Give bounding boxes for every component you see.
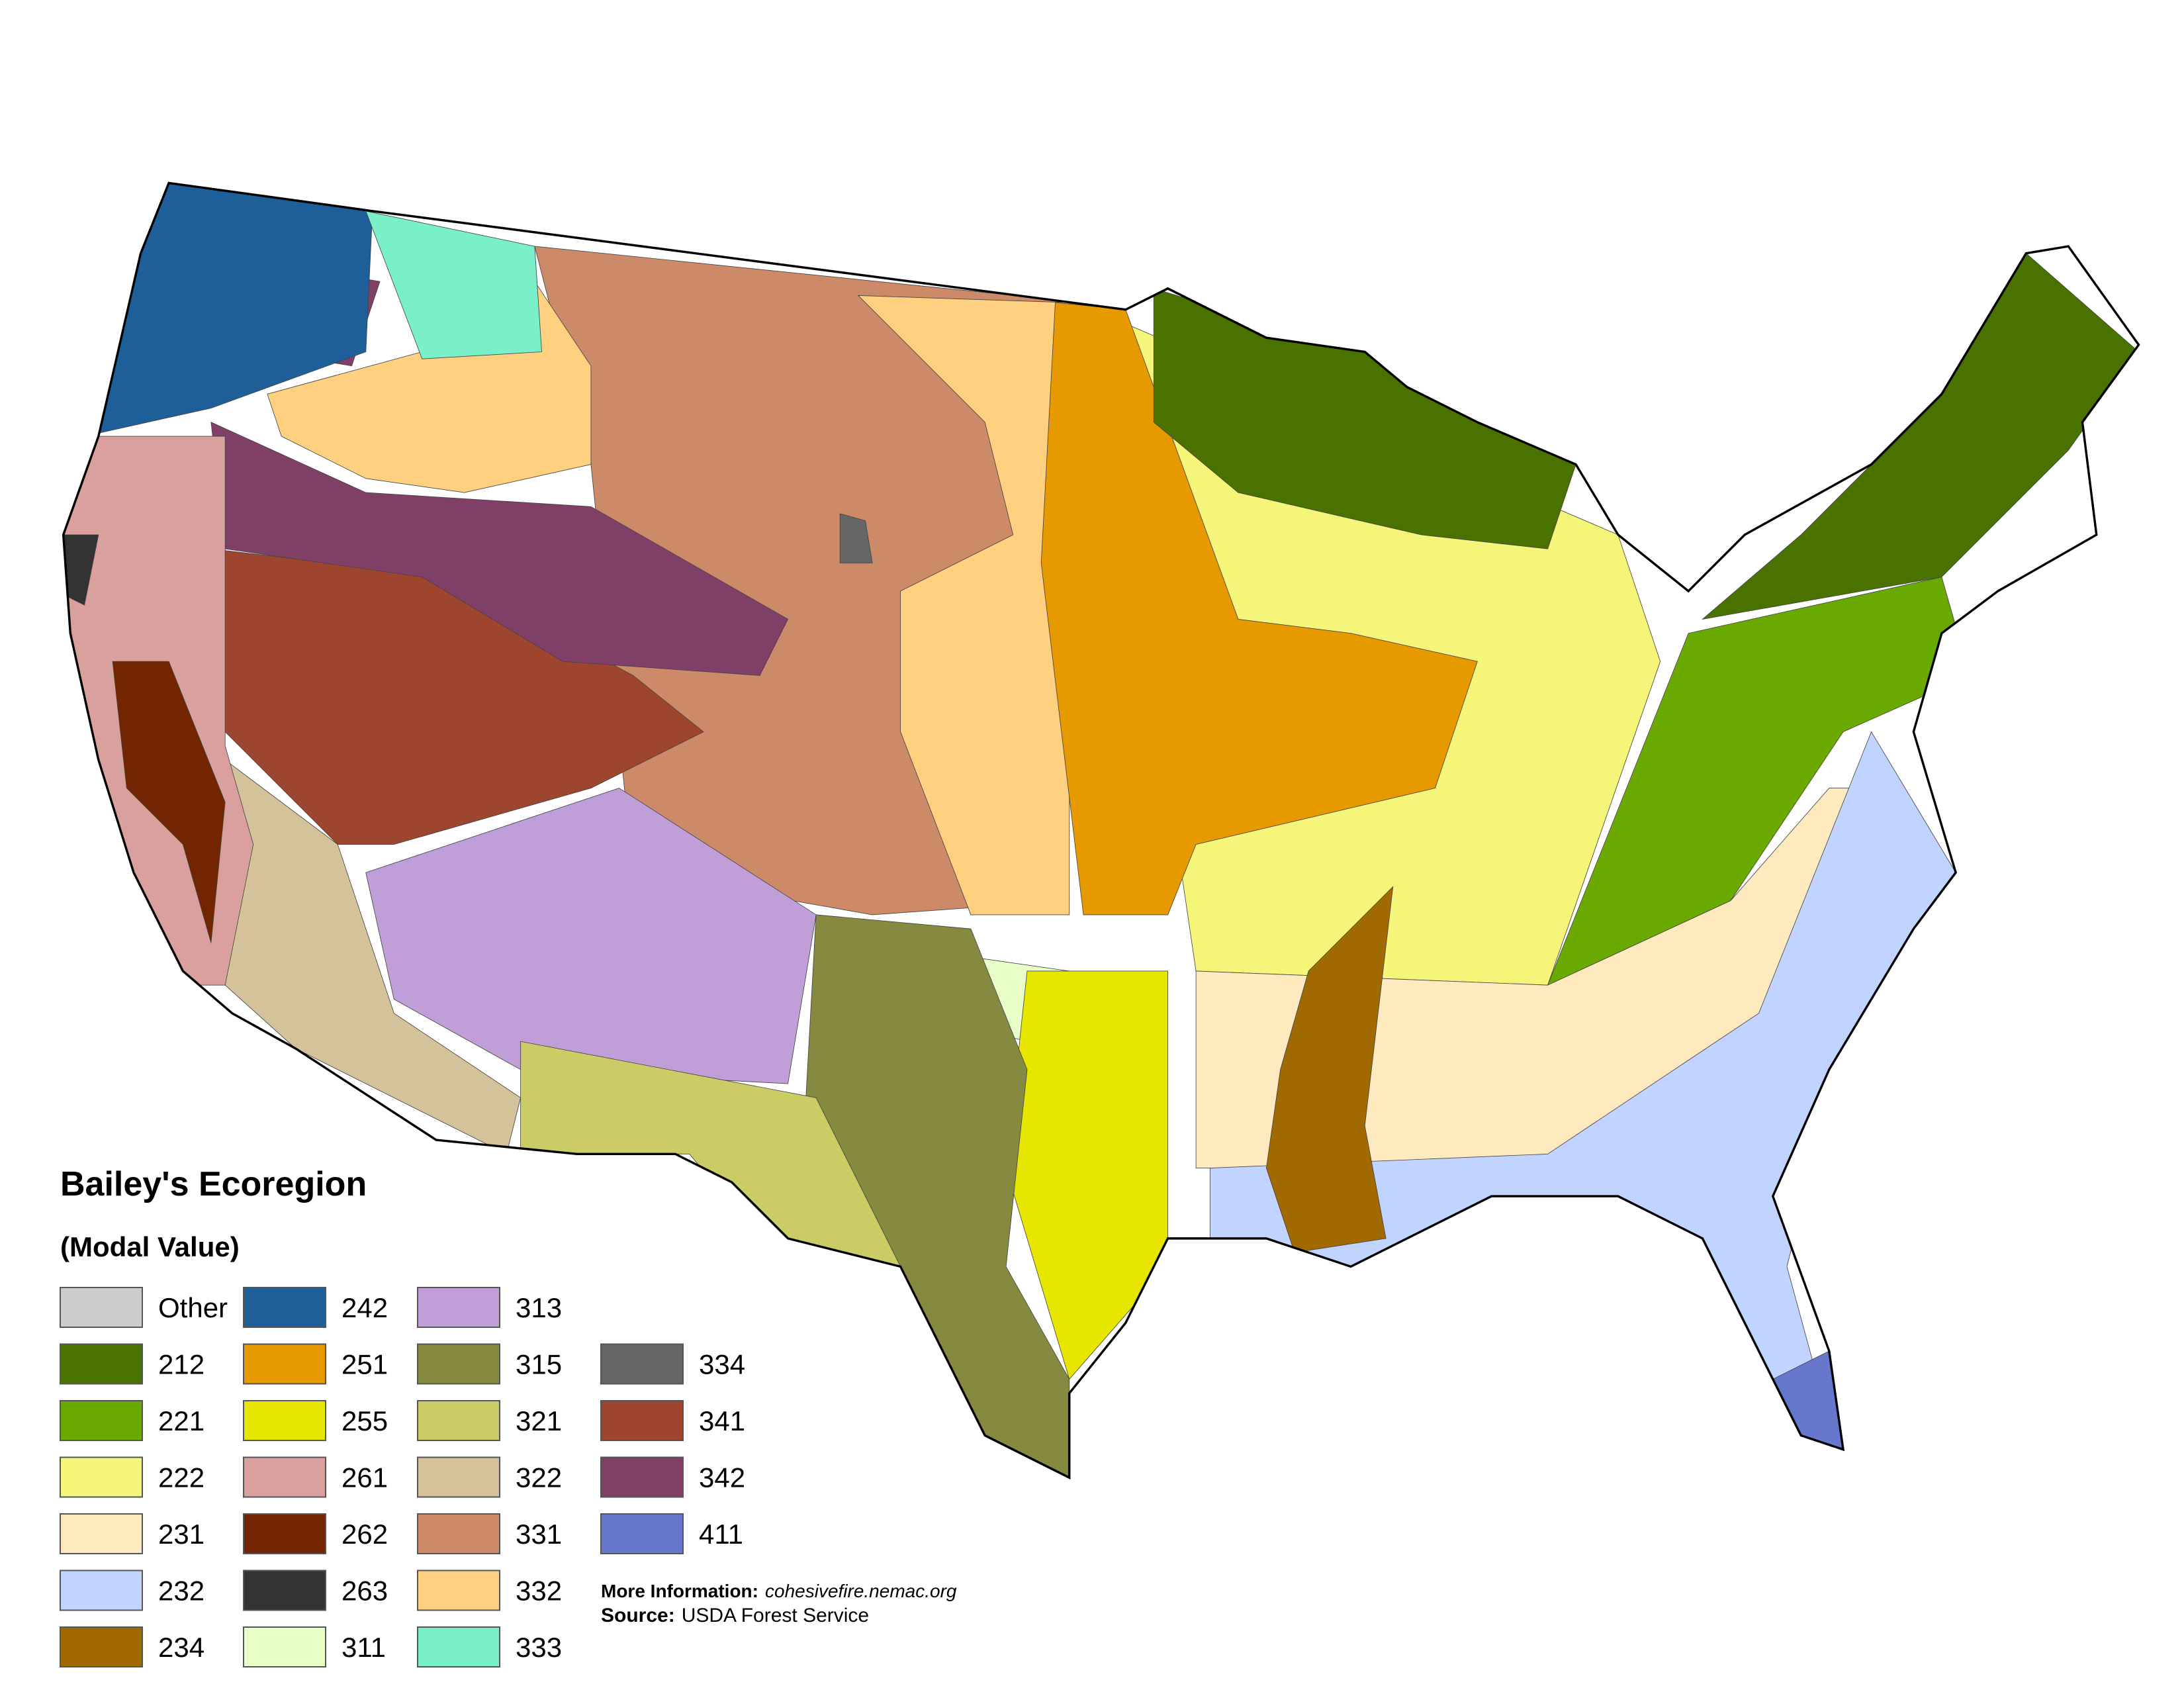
legend-swatch [60, 1400, 143, 1441]
region [112, 661, 226, 943]
legend-swatch [60, 1513, 143, 1554]
legend-swatch [600, 1456, 684, 1498]
legend-swatch [417, 1343, 500, 1385]
legend-label: 322 [516, 1462, 562, 1493]
legend-swatch [417, 1400, 500, 1441]
legend-swatch [243, 1400, 326, 1441]
legend-label: 234 [158, 1632, 205, 1663]
us-outline [62, 181, 2140, 1480]
legend-label: Other [158, 1292, 228, 1323]
legend-label: 334 [699, 1349, 745, 1380]
legend-subtitle: (Modal Value) [60, 1231, 240, 1262]
region [1040, 302, 1478, 915]
legend-label: 411 [699, 1519, 743, 1550]
legend-swatch [600, 1343, 684, 1385]
legend-swatch [243, 1287, 326, 1328]
legend-swatch [243, 1343, 326, 1385]
legend-label: 255 [341, 1405, 388, 1436]
legend-swatch [243, 1456, 326, 1498]
legend-label: 341 [699, 1405, 745, 1436]
legend-label: 232 [158, 1575, 205, 1607]
region [1265, 886, 1394, 1253]
legend-swatch [243, 1626, 326, 1667]
legend-label: 262 [341, 1519, 388, 1550]
legend-label: 332 [516, 1575, 562, 1607]
source: Source: USDA Forest Service [601, 1605, 869, 1626]
legend-label: 242 [341, 1292, 388, 1323]
legend-swatch [417, 1513, 500, 1554]
legend-swatch [417, 1287, 500, 1328]
legend-title: Bailey's Ecoregion [60, 1165, 367, 1203]
legend-label: 333 [516, 1632, 562, 1663]
more-info-label: More Information: [601, 1581, 758, 1601]
legend-label: 261 [341, 1462, 388, 1493]
region [839, 513, 873, 563]
legend-swatch [600, 1513, 684, 1554]
legend-swatch [600, 1400, 684, 1441]
legend-label: 263 [341, 1575, 388, 1607]
map [63, 183, 2139, 1478]
legend-swatch [243, 1570, 326, 1611]
legend-label: 222 [158, 1462, 205, 1493]
legend-label: 231 [158, 1519, 205, 1550]
legend: Other 212 221 222 231 232 234 242 251 255 261 262 26… [60, 1287, 745, 1667]
legend-swatch [60, 1570, 143, 1611]
legend-label: 212 [158, 1349, 205, 1380]
region [1702, 253, 2139, 620]
legend-swatch [417, 1456, 500, 1498]
source-label: Source: [601, 1605, 675, 1626]
legend-swatch [60, 1626, 143, 1667]
legend-label: 342 [699, 1462, 745, 1493]
legend-label: 321 [516, 1405, 562, 1436]
region [224, 759, 522, 1154]
more-info-url: cohesivefire.nemac.org [765, 1581, 957, 1601]
legend-label: 311 [341, 1632, 386, 1663]
legend-label: 313 [516, 1292, 562, 1323]
legend-label: 331 [516, 1519, 562, 1550]
region [365, 211, 542, 359]
legend-swatch [243, 1513, 326, 1554]
legend-label: 251 [341, 1349, 388, 1380]
region [365, 788, 817, 1084]
region [210, 422, 789, 676]
legend-swatch [60, 1343, 143, 1385]
source-text: USDA Forest Service [682, 1605, 869, 1626]
legend-label: 315 [516, 1349, 562, 1380]
legend-swatch [417, 1570, 500, 1611]
legend-swatch [60, 1456, 143, 1498]
legend-label: 221 [158, 1405, 205, 1436]
more-info: More Information: cohesivefire.nemac.org [601, 1581, 957, 1601]
legend-swatch [417, 1626, 500, 1667]
legend-swatch [60, 1287, 143, 1328]
